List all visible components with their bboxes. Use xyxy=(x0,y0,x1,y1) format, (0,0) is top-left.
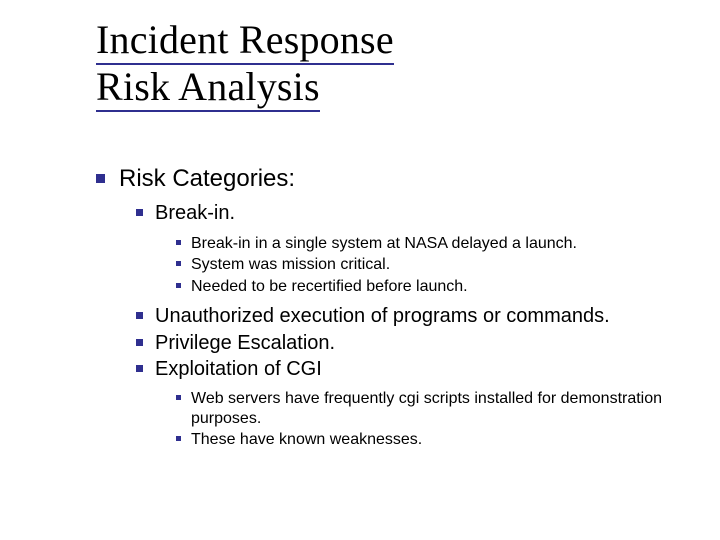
bullet-text: Exploitation of CGI xyxy=(155,357,696,381)
slide: Incident Response Risk Analysis Risk Cat… xyxy=(0,0,720,540)
bullet-text: Break-in in a single system at NASA dela… xyxy=(191,234,696,254)
square-bullet-icon xyxy=(136,209,143,216)
square-bullet-icon xyxy=(136,312,143,319)
slide-body: Risk Categories: Break-in. Break-in in a… xyxy=(96,164,696,458)
bullet-text: Unauthorized execution of programs or co… xyxy=(155,304,696,328)
slide-title: Incident Response Risk Analysis xyxy=(96,18,394,112)
bullet-text: Web servers have frequently cgi scripts … xyxy=(191,389,696,428)
bullet-lvl3-group: Web servers have frequently cgi scripts … xyxy=(176,389,696,450)
bullet-text: Needed to be recertified before launch. xyxy=(191,277,696,297)
square-bullet-icon xyxy=(96,174,105,183)
square-bullet-icon xyxy=(176,240,181,245)
bullet-text: Break-in. xyxy=(155,201,696,225)
square-bullet-icon xyxy=(136,339,143,346)
title-line-1: Incident Response xyxy=(96,18,394,65)
bullet-lvl2: Break-in. xyxy=(136,201,696,225)
square-bullet-icon xyxy=(136,365,143,372)
square-bullet-icon xyxy=(176,395,181,400)
square-bullet-icon xyxy=(176,261,181,266)
bullet-lvl2: Unauthorized execution of programs or co… xyxy=(136,304,696,381)
bullet-text: These have known weaknesses. xyxy=(191,430,696,450)
title-line-2: Risk Analysis xyxy=(96,65,320,112)
bullet-text: Privilege Escalation. xyxy=(155,331,696,355)
bullet-text: System was mission critical. xyxy=(191,255,696,275)
square-bullet-icon xyxy=(176,436,181,441)
bullet-text: Risk Categories: xyxy=(119,164,696,193)
bullet-lvl1: Risk Categories: xyxy=(96,164,696,193)
bullet-lvl3-group: Break-in in a single system at NASA dela… xyxy=(176,234,696,297)
square-bullet-icon xyxy=(176,283,181,288)
